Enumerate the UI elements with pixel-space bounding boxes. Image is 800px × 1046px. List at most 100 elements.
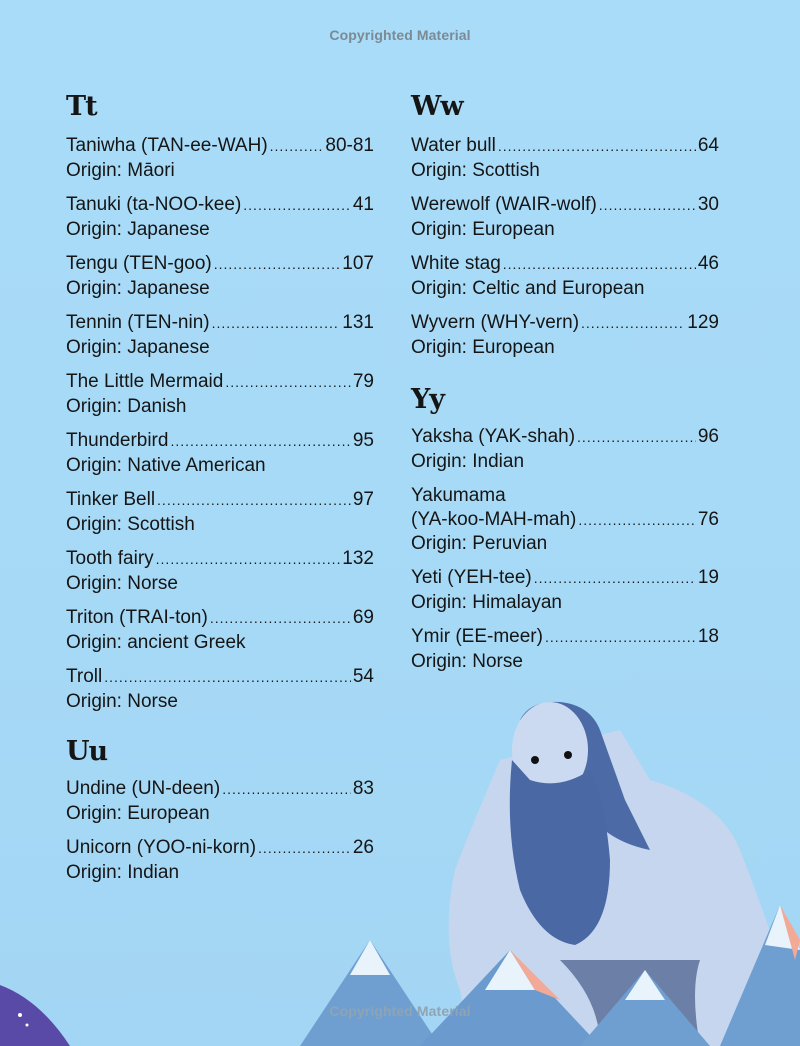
- entry-page-number: 79: [352, 371, 374, 392]
- entry-name: Taniwha (TAN-ee-WAH): [66, 135, 268, 156]
- entry-page-number: 83: [352, 778, 374, 799]
- dot-leader: [577, 425, 696, 450]
- entry-origin: Origin: European: [411, 218, 555, 240]
- entry-name: Tengu (TEN-goo): [66, 253, 212, 274]
- section-heading-w: Ww: [411, 91, 464, 122]
- section-heading-t: Tt: [66, 91, 98, 122]
- entry-name-line1: Yakumama: [411, 485, 506, 506]
- index-entry: Tengu (TEN-goo) 107 Origin: Japanese: [66, 252, 374, 300]
- dot-leader: [170, 429, 350, 454]
- index-entry: Water bull 64 Origin: Scottish: [411, 134, 719, 182]
- entry-name: White stag: [411, 253, 501, 274]
- entry-name: Tanuki (ta-NOO-kee): [66, 194, 242, 215]
- entry-page-number: 69: [352, 607, 374, 628]
- entry-page-number: 54: [352, 666, 374, 687]
- dot-leader: [534, 566, 696, 591]
- entry-name: Tooth fairy: [66, 548, 154, 569]
- entry-name: Tinker Bell: [66, 489, 156, 510]
- entry-page-number: 131: [342, 312, 374, 333]
- index-entry: Yakumama(YA-koo-MAH-mah) 76 Origin: Peruvi…: [411, 484, 719, 556]
- entry-origin: Origin: Japanese: [66, 336, 210, 358]
- dot-leader: [270, 134, 324, 159]
- index-entry: Tennin (TEN-nin) 131 Origin: Japanese: [66, 311, 374, 359]
- entry-name: Yeti (YEH-tee): [411, 567, 532, 588]
- dot-leader: [212, 311, 341, 336]
- mountains: [300, 905, 800, 1046]
- entry-name: Triton (TRAI-ton): [66, 607, 208, 628]
- dot-leader: [578, 508, 695, 533]
- dot-leader: [581, 311, 685, 336]
- entry-page-number: 80-81: [325, 135, 374, 156]
- dot-leader: [498, 134, 696, 159]
- entry-name: Water bull: [411, 135, 496, 156]
- entry-origin: Origin: Scottish: [411, 159, 540, 181]
- entry-name: The Little Mermaid: [66, 371, 224, 392]
- entry-page-number: 132: [342, 548, 374, 569]
- index-entry: Tanuki (ta-NOO-kee) 41 Origin: Japanese: [66, 193, 374, 241]
- giant-figure: [448, 701, 790, 1046]
- index-entry: Wyvern (WHY-vern) 129 Origin: European: [411, 311, 719, 359]
- entry-page-number: 30: [697, 194, 719, 215]
- entry-origin: Origin: Māori: [66, 159, 175, 181]
- index-entry: The Little Mermaid 79 Origin: Danish: [66, 370, 374, 418]
- dot-leader: [258, 836, 351, 861]
- dot-leader: [156, 547, 341, 572]
- entry-name: Unicorn (YOO-ni-korn): [66, 837, 257, 858]
- copyright-watermark-bottom: Copyrighted Material: [329, 1003, 471, 1019]
- index-entry: Undine (UN-deen) 83 Origin: European: [66, 777, 374, 825]
- entry-page-number: 41: [352, 194, 374, 215]
- index-entry: White stag 46 Origin: Celtic and European: [411, 252, 719, 300]
- entry-origin: Origin: Norse: [411, 650, 523, 672]
- copyright-watermark-top: Copyrighted Material: [329, 27, 471, 43]
- dot-leader: [157, 488, 351, 513]
- entry-origin: Origin: Celtic and European: [411, 277, 645, 299]
- entry-origin: Origin: Japanese: [66, 218, 210, 240]
- entry-origin: Origin: Scottish: [66, 513, 195, 535]
- entry-page-number: 95: [352, 430, 374, 451]
- entry-name: Undine (UN-deen): [66, 778, 221, 799]
- entry-origin: Origin: Native American: [66, 454, 266, 476]
- index-entry: Troll 54 Origin: Norse: [66, 665, 374, 713]
- entry-name: Tennin (TEN-nin): [66, 312, 210, 333]
- entry-name: Thunderbird: [66, 430, 169, 451]
- dot-leader: [503, 252, 696, 277]
- entry-page-number: 46: [697, 253, 719, 274]
- dot-leader: [214, 252, 341, 277]
- index-entry: Tinker Bell 97 Origin: Scottish: [66, 488, 374, 536]
- entry-origin: Origin: Danish: [66, 395, 187, 417]
- dot-leader: [225, 370, 351, 395]
- entry-origin: Origin: ancient Greek: [66, 631, 246, 653]
- entry-page-number: 96: [697, 426, 719, 447]
- entry-origin: Origin: Japanese: [66, 277, 210, 299]
- dot-leader: [545, 625, 696, 650]
- entry-page-number: 129: [687, 312, 719, 333]
- dot-leader: [222, 777, 351, 802]
- planet-shape: [0, 985, 70, 1046]
- entry-origin: Origin: European: [411, 336, 555, 358]
- entry-page-number: 26: [352, 837, 374, 858]
- entry-page-number: 64: [697, 135, 719, 156]
- dot-leader: [104, 665, 351, 690]
- entry-origin: Origin: Peruvian: [411, 533, 548, 554]
- index-entry: Werewolf (WAIR-wolf) 30 Origin: European: [411, 193, 719, 241]
- dot-leader: [599, 193, 696, 218]
- entry-name: Troll: [66, 666, 103, 687]
- section-heading-u: Uu: [66, 736, 108, 767]
- index-entry: Yaksha (YAK-shah) 96 Origin: Indian: [411, 425, 719, 473]
- entry-origin: Origin: Himalayan: [411, 591, 562, 613]
- entry-origin: Origin: Indian: [411, 450, 525, 472]
- entry-origin: Origin: Norse: [66, 572, 178, 594]
- index-entry: Yeti (YEH-tee) 19 Origin: Himalayan: [411, 566, 719, 614]
- index-entry: Triton (TRAI-ton) 69 Origin: ancient Greek: [66, 606, 374, 654]
- index-entry: Taniwha (TAN-ee-WAH) 80-81 Origin: Māori: [66, 134, 374, 182]
- entry-page-number: 18: [697, 626, 719, 647]
- entry-origin: Origin: European: [66, 802, 210, 824]
- entry-page-number: 76: [697, 508, 719, 530]
- entry-name: Werewolf (WAIR-wolf): [411, 194, 597, 215]
- entry-page-number: 97: [352, 489, 374, 510]
- index-entry: Thunderbird 95 Origin: Native American: [66, 429, 374, 477]
- entry-origin: Origin: Norse: [66, 690, 178, 712]
- section-heading-y: Yy: [411, 384, 445, 415]
- entry-name: Ymir (EE-meer): [411, 626, 543, 647]
